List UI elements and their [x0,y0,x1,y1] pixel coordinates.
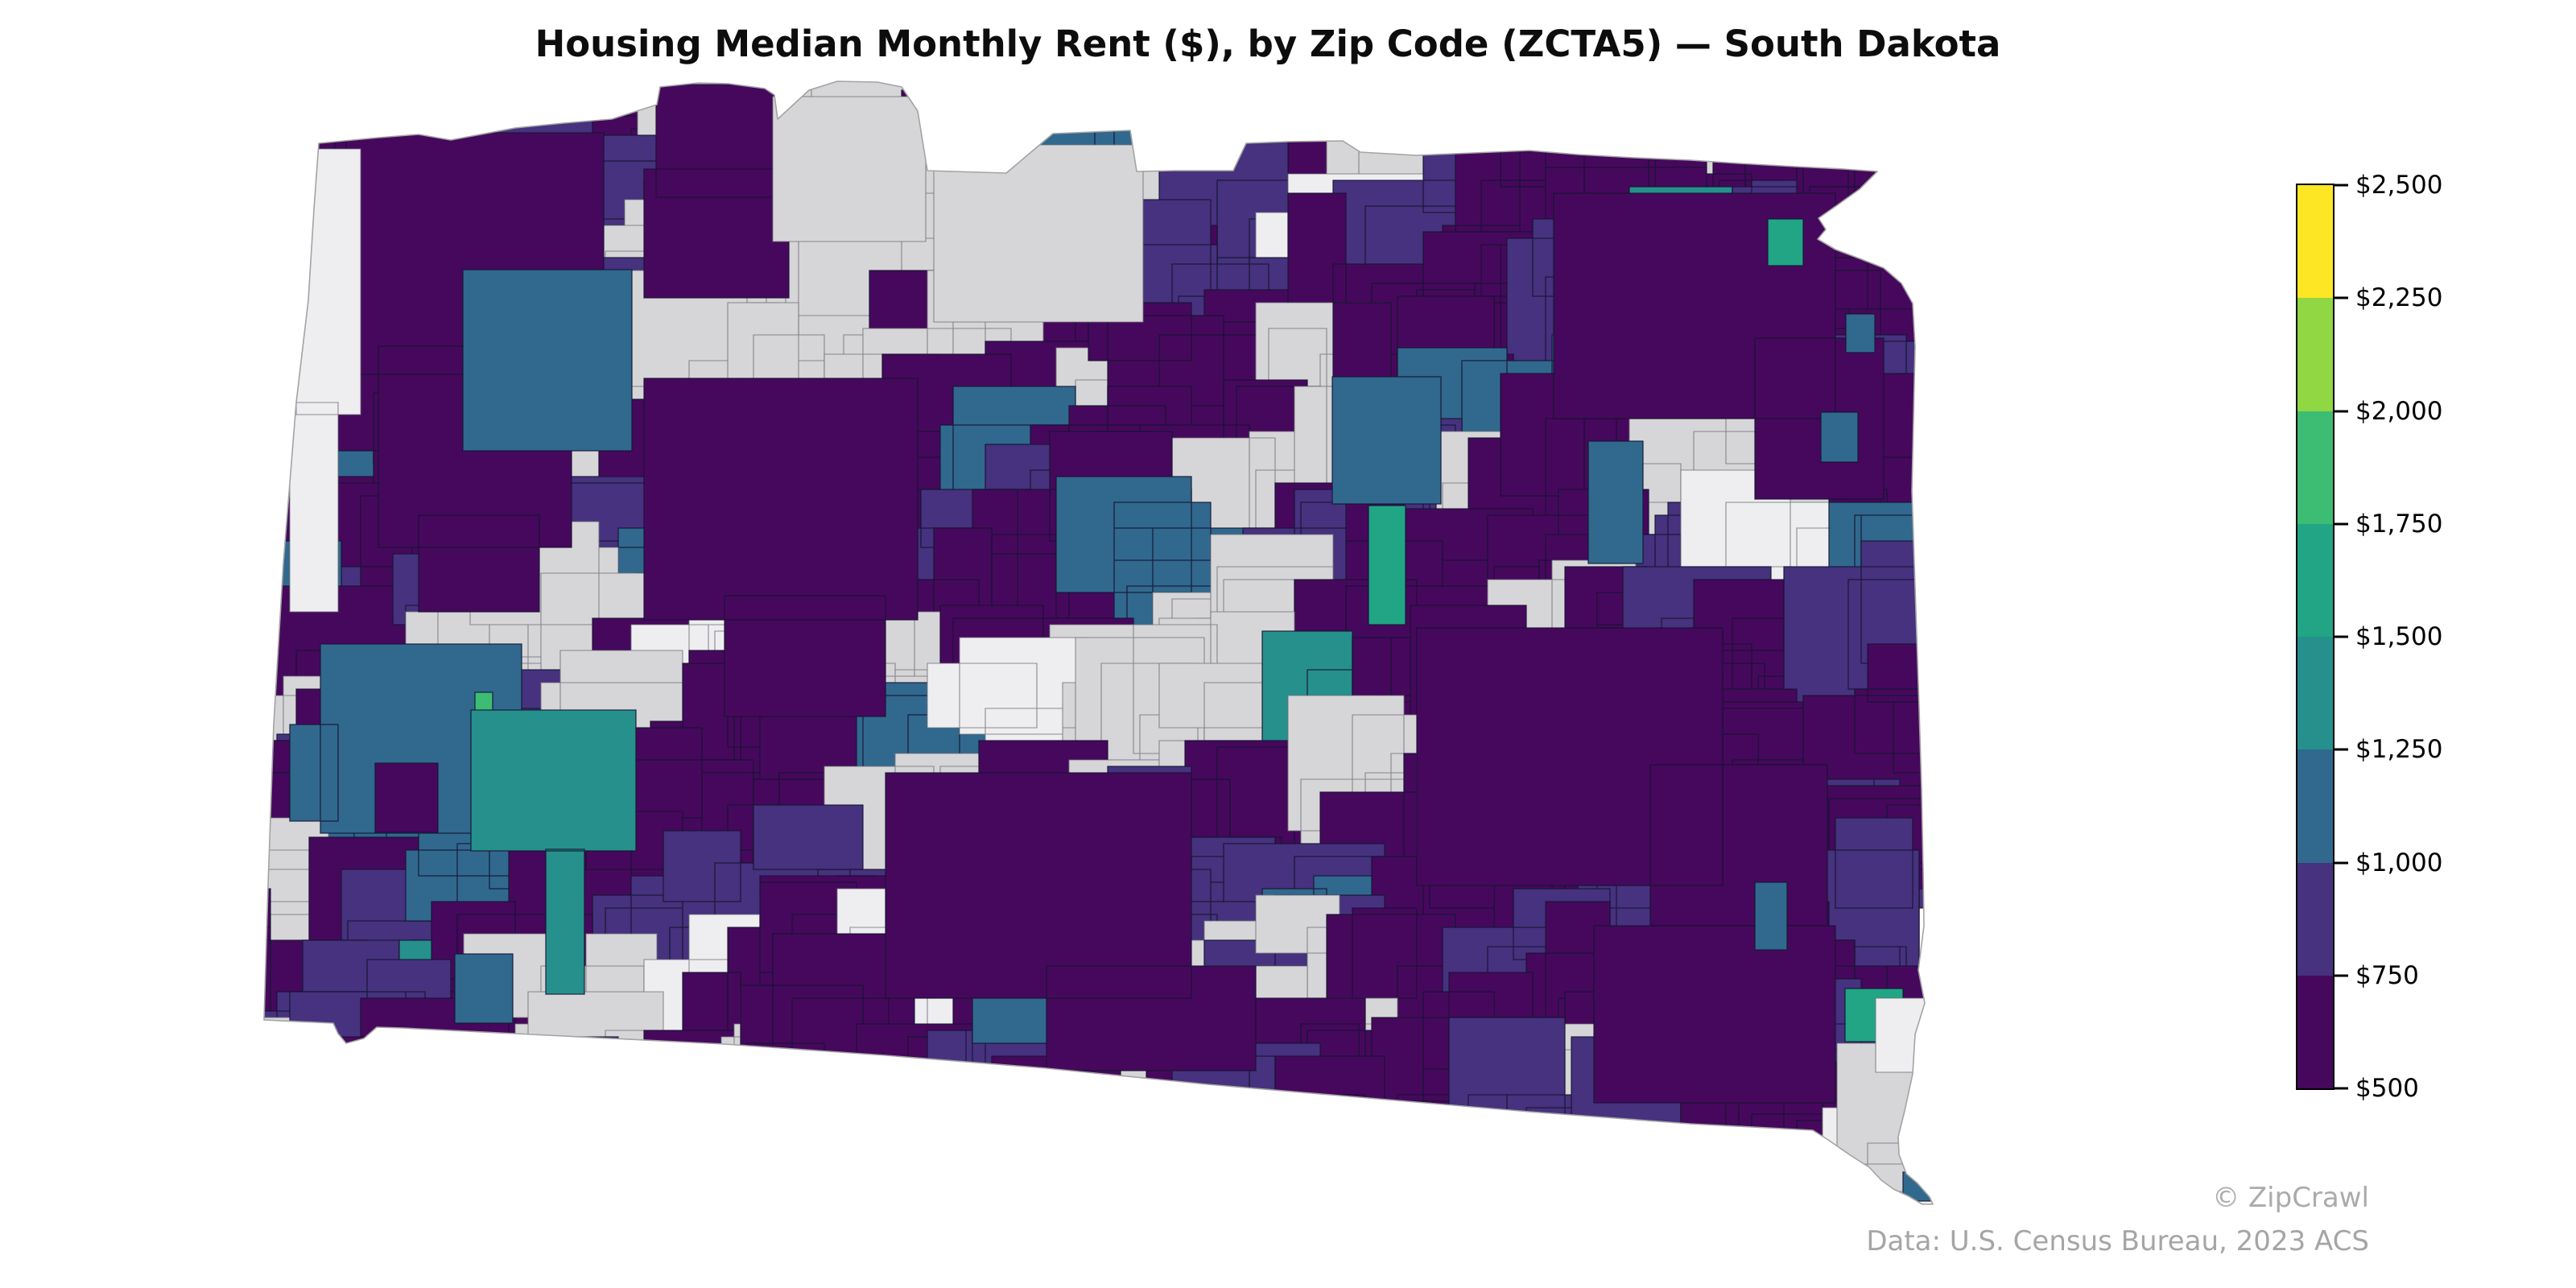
colorbar-tick [2334,635,2348,638]
pierre-teal-sliver [1368,505,1406,625]
colorbar-tick-label: $2,500 [2355,171,2443,200]
colorbar-legend: $2,500 $2,250 $2,000 $1,750 $1,500 $1,250 $1,0… [2296,171,2442,1103]
zip-region [720,1062,973,1204]
zip-region [1538,1120,1720,1204]
east-blue-zip-3 [1754,881,1788,951]
big-blue-zip-nw [462,269,633,452]
zip-region [424,1023,613,1204]
colorbar-tick [2334,522,2348,526]
colorbar-tick [2334,861,2348,864]
black-hills-teal-zip [470,709,637,995]
west-central-dark-zip [643,378,919,717]
colorbar-tick [2334,748,2348,751]
sw-blue-zip [454,953,514,1024]
colorbar-tick [2334,410,2348,412]
south-central-dark-zip [885,772,1257,1071]
north-center-gray-cluster [933,144,1144,323]
pierre-blue-zip [1331,376,1442,505]
nw-gray-cluster [772,96,927,242]
colorbar-tick [2334,1087,2348,1090]
page-title: Housing Median Monthly Rent ($), by Zip … [535,23,2001,65]
state-outline [263,80,1934,1205]
zip-region [959,1055,1128,1204]
zip-region [264,1055,458,1204]
zip-region [264,1068,394,1204]
colorbar-tick-label: $2,250 [2355,283,2443,313]
zip-regions-layer [264,81,1933,1204]
zip-region [514,1068,677,1204]
east-blue-zip-2 [1845,313,1876,353]
se-tail-light-zip [1875,997,1926,1073]
zip-region [559,1075,819,1204]
rapid-city-dark-inner [374,762,439,833]
east-blue-zip-1 [1820,411,1859,463]
zip-region [424,1036,638,1204]
colorbar-tick [2334,974,2348,977]
ne-teal-zip [1767,218,1804,266]
zip-region [637,1030,780,1199]
colorbar-segment [2297,749,2333,863]
se-dark-zip [1593,925,1836,1104]
zip-region [1036,1081,1244,1204]
zip-region [283,997,542,1204]
zip-region [824,1094,1031,1204]
colorbar-segment [2297,185,2333,299]
colorbar-bar [2296,184,2334,1090]
attribution-copyright: © ZipCrawl [2212,1182,2369,1214]
colorbar-segment [2297,523,2333,637]
colorbar-tick-label: $2,000 [2355,396,2443,426]
zip-region [264,1017,400,1173]
zip-region [353,1042,542,1204]
colorbar-tick-label: $1,750 [2355,509,2443,539]
colorbar-segment [2297,411,2333,524]
colorbar-segment [2297,862,2333,976]
attribution-source: Data: U.S. Census Bureau, 2023 ACS [1866,1225,2369,1257]
zip-region [1088,1068,1282,1204]
north-border-dark-zip [643,84,790,299]
colorbar-segment [2297,298,2333,411]
colorbar-tick-label: $1,250 [2355,735,2443,765]
colorbar-segment [2297,637,2333,750]
colorbar-tick-label: $1,500 [2355,622,2443,651]
east-central-blue-zip [1587,440,1644,564]
colorbar-segment [2297,975,2333,1088]
colorbar-tick-label: $1,000 [2355,848,2443,877]
zip-region [695,1075,883,1204]
zip-region [264,81,349,149]
colorbar-tick-label: $750 [2355,960,2419,990]
colorbar-tick-label: $500 [2355,1074,2419,1103]
colorbar-tick [2334,296,2348,299]
colorbar-tick [2334,184,2348,187]
